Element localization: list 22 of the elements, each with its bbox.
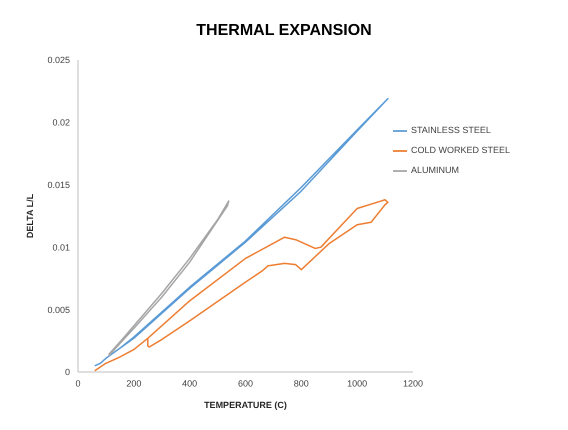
y-tick-label: 0.005 xyxy=(47,304,70,315)
x-tick-label: 400 xyxy=(182,378,198,388)
x-axis-title: TEMPERATURE (C) xyxy=(204,400,287,410)
line-series xyxy=(94,98,389,367)
legend-label: COLD WORKED STEEL xyxy=(410,145,510,155)
chart-title: THERMAL EXPANSION xyxy=(195,21,373,41)
legend-label: ALUMINUM xyxy=(410,165,459,175)
y-tick-label: 0.02 xyxy=(52,118,70,128)
line-series xyxy=(108,200,230,357)
x-tick-label: 600 xyxy=(238,378,253,388)
line-series xyxy=(94,199,389,372)
x-tick-label: 1200 xyxy=(402,378,423,388)
y-tick-label: 0.025 xyxy=(47,55,70,66)
y-tick-label: 0.015 xyxy=(47,180,70,190)
legend-label: STAINLESS STEEL xyxy=(410,125,491,135)
x-tick-label: 800 xyxy=(294,378,309,388)
x-tick-label: 200 xyxy=(126,378,142,388)
x-tick-label: 1000 xyxy=(347,378,368,388)
y-tick-label: 0.01 xyxy=(52,242,70,252)
y-axis-title: DELTA L/L xyxy=(25,193,36,238)
y-tick-label: 0 xyxy=(64,367,70,378)
x-tick-label: 0 xyxy=(75,378,81,388)
